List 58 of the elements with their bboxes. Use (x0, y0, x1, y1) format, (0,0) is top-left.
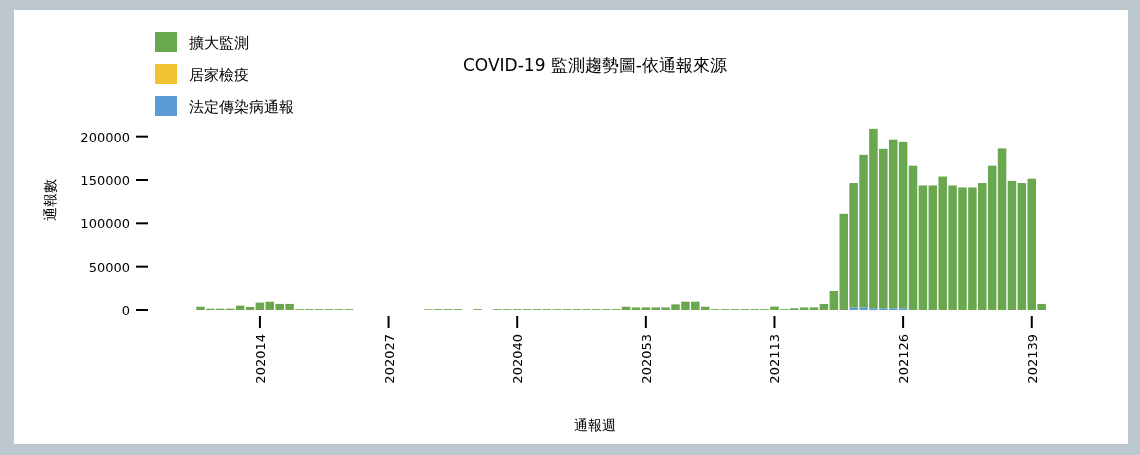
bar (1017, 183, 1027, 310)
bar (285, 303, 294, 310)
y-tick-label: 150000 (80, 173, 130, 188)
y-tick-label: 50000 (88, 259, 130, 275)
x-tick-label: 202040 (510, 334, 526, 384)
bar (245, 306, 255, 310)
x-tick-label: 202027 (381, 334, 397, 384)
bar (691, 301, 700, 310)
y-tick-label: 0 (121, 303, 130, 318)
bar (997, 148, 1007, 310)
bar (799, 307, 809, 310)
y-axis-title: 通報數 (42, 179, 58, 221)
legend-label: 法定傳染病通報 (189, 98, 294, 116)
bar (898, 141, 908, 309)
bar (770, 306, 779, 310)
legend-label: 居家檢疫 (189, 66, 249, 84)
x-tick-label: 202113 (767, 334, 783, 384)
x-tick-label: 202014 (252, 334, 268, 384)
bar (651, 307, 660, 310)
bar (948, 185, 957, 310)
legend-label: 擴大監測 (189, 34, 249, 52)
bar (968, 187, 977, 310)
bar (1027, 178, 1037, 310)
bar (849, 183, 858, 308)
x-tick-label: 202053 (638, 334, 654, 384)
bar (859, 307, 868, 310)
x-tick-label: 202126 (896, 334, 912, 384)
bar (987, 165, 997, 310)
bar (1037, 303, 1046, 310)
bar (879, 148, 888, 309)
bar (829, 290, 839, 310)
bar (809, 307, 819, 310)
bar (839, 213, 848, 310)
y-tick-label: 100000 (80, 216, 130, 232)
bar (918, 185, 928, 310)
bar (938, 176, 947, 310)
bar (1007, 180, 1017, 310)
y-tick-label: 200000 (80, 129, 130, 145)
bar (196, 306, 205, 310)
bar (908, 165, 918, 310)
bar (859, 154, 868, 308)
bar (849, 307, 858, 310)
x-axis-title: 通報週 (574, 417, 616, 433)
bar (888, 139, 898, 309)
bar (275, 303, 284, 310)
bar (661, 307, 670, 310)
bar (671, 304, 680, 310)
bar (978, 183, 987, 310)
bar (958, 187, 967, 310)
bar (869, 128, 878, 309)
chart-title: COVID-19 監測趨勢圖-依通報來源 (463, 55, 727, 75)
bar (265, 301, 275, 310)
bar (681, 301, 690, 310)
x-tick-label: 202139 (1024, 334, 1040, 384)
bar (819, 303, 829, 310)
bar (631, 307, 641, 310)
bar (928, 185, 938, 310)
bar (641, 307, 651, 310)
